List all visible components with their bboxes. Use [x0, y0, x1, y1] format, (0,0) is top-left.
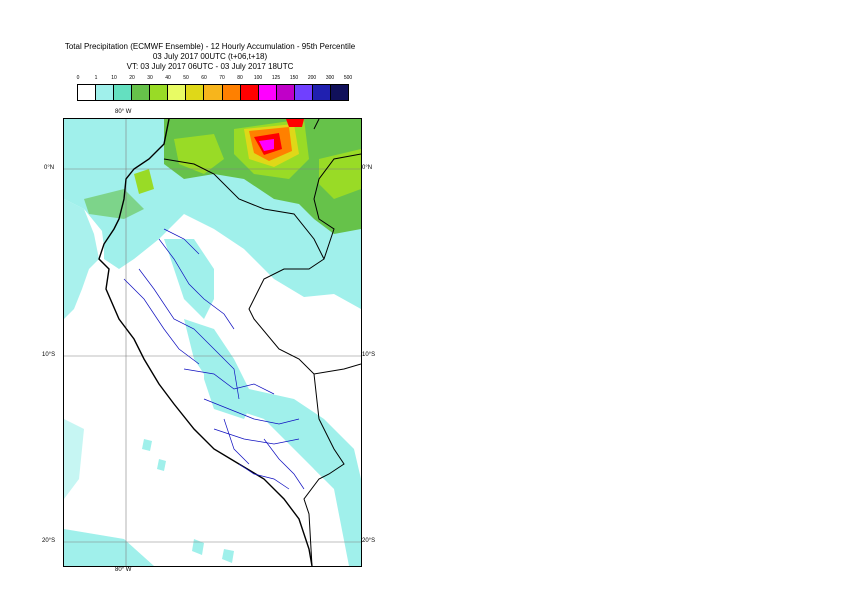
precip-legend: 0 1 10 20 30 40 50 60 70 80 100 125 150 200 300 500 — [76, 75, 353, 101]
legend-swatch — [204, 85, 223, 100]
precip-map — [63, 118, 362, 567]
legend-label: 50 — [183, 75, 189, 81]
legend-label: 0 — [76, 75, 80, 81]
legend-swatch — [276, 85, 295, 100]
legend-label: 125 — [271, 75, 281, 81]
lat-label-right-north: 0°N — [362, 165, 373, 171]
legend-label: 1 — [94, 75, 98, 81]
heavy-precip-areas — [84, 119, 361, 234]
lon-label-bottom: 80° W — [115, 567, 132, 573]
graticule — [64, 119, 361, 566]
legend-label: 20 — [129, 75, 135, 81]
legend-swatch — [78, 85, 97, 100]
legend-swatch — [114, 85, 133, 100]
legend-swatch — [96, 85, 115, 100]
legend-swatch — [222, 85, 241, 100]
legend-swatch — [312, 85, 331, 100]
lat-label-left-north: 0°N — [44, 165, 55, 171]
legend-label: 80 — [237, 75, 243, 81]
legend-swatch — [150, 85, 169, 100]
lat-label-right-mid: 10°S — [362, 352, 376, 358]
legend-swatch — [240, 85, 259, 100]
legend-label: 200 — [307, 75, 317, 81]
legend-label: 100 — [253, 75, 263, 81]
country-borders — [163, 119, 361, 566]
coastline — [98, 119, 313, 566]
legend-color-bar — [77, 84, 349, 101]
legend-label: 70 — [219, 75, 225, 81]
legend-swatch — [258, 85, 277, 100]
title-block: Total Precipitation (ECMWF Ensemble) - 1… — [30, 42, 390, 72]
legend-swatch — [294, 85, 313, 100]
valid-time: VT: 03 July 2017 06UTC - 03 July 2017 18… — [126, 62, 294, 71]
map-canvas — [64, 119, 361, 566]
legend-label: 10 — [111, 75, 117, 81]
lat-label-left-mid: 10°S — [42, 352, 56, 358]
legend-swatch — [186, 85, 205, 100]
legend-label: 60 — [201, 75, 207, 81]
legend-label: 300 — [325, 75, 335, 81]
regional-borders — [123, 228, 305, 490]
map-title: Total Precipitation (ECMWF Ensemble) - 1… — [64, 42, 356, 51]
lon-label-top: 80° W — [115, 109, 132, 115]
lat-label-left-south: 20°S — [42, 538, 56, 544]
legend-swatch — [330, 85, 348, 100]
legend-label: 30 — [147, 75, 153, 81]
base-time: 03 July 2017 00UTC (t+06,t+18) — [152, 52, 268, 61]
legend-swatch — [168, 85, 187, 100]
legend-labels: 0 1 10 20 30 40 50 60 70 80 100 125 150 200 300 500 — [76, 75, 353, 84]
lat-label-right-south: 20°S — [362, 538, 376, 544]
legend-label: 40 — [165, 75, 171, 81]
legend-label: 500 — [343, 75, 353, 81]
legend-swatch — [132, 85, 151, 100]
legend-label: 150 — [289, 75, 299, 81]
